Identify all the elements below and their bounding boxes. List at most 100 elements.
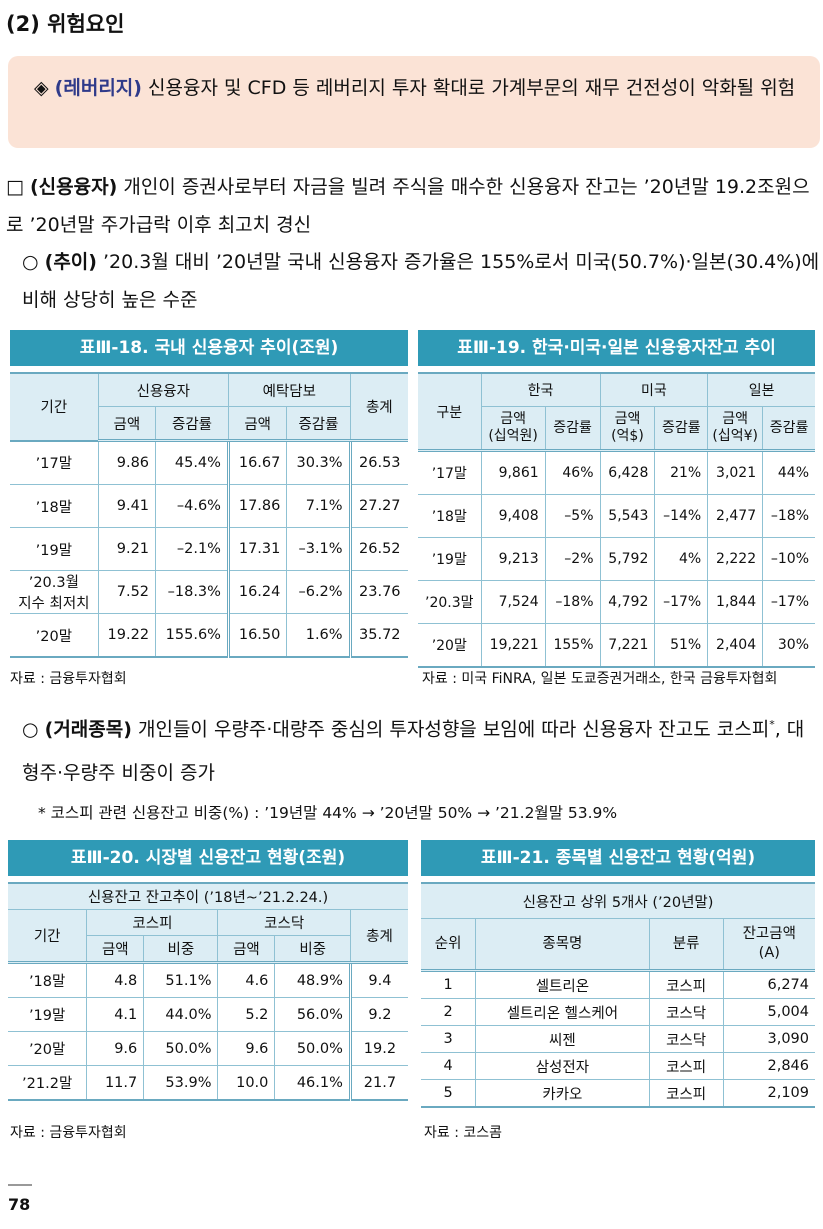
table-cell: 카카오 xyxy=(475,1079,650,1108)
table-cell: 26.53 xyxy=(348,439,408,485)
footnote: * 코스피 관련 신용잔고 비중(%) : ’19년말 44% → ’20년말 … xyxy=(38,804,618,822)
header: 신용융자 xyxy=(97,372,229,407)
page-number: 78 xyxy=(8,1195,31,1214)
table-cell: –2.1% xyxy=(155,527,229,571)
table-cell: 35.72 xyxy=(348,613,408,658)
table-cell: 46% xyxy=(544,449,601,495)
table-cell: 56.0% xyxy=(274,997,351,1032)
header: 금액 xyxy=(227,406,288,442)
table-cell: ’21.2말 xyxy=(8,1065,88,1101)
table-cell: 155% xyxy=(544,623,601,668)
label: (레버리지) xyxy=(54,77,142,99)
table-cell: 1 xyxy=(421,969,477,999)
sub-point: ○ (추이) ’20.3월 대비 ’20년말 국내 신용융자 증가율은 155%… xyxy=(22,243,820,319)
table-cell: 155.6% xyxy=(155,613,229,658)
table-cell: 16.50 xyxy=(226,613,288,658)
table-cell: 2,846 xyxy=(722,1052,815,1080)
table-row: ’19말 9.21 –2.1% 17.31 –3.1% 26.52 xyxy=(10,527,408,571)
header: 일본 xyxy=(707,372,815,407)
table: 신용잔고 상위 5개사 (’20년말) 순위 종목명 분류 잔고금액 (A) 1… xyxy=(421,882,815,1108)
table-cell: 7.1% xyxy=(286,484,351,528)
table-cell: 씨젠 xyxy=(475,1025,650,1053)
table-cell: ’18말 xyxy=(10,484,99,528)
table-cell: –10% xyxy=(762,537,815,581)
table-cell: 9.21 xyxy=(97,527,157,571)
callout: ◈ (레버리지) 신용융자 및 CFD 등 레버리지 투자 확대로 가계부문의 … xyxy=(34,70,804,106)
header: 기간 xyxy=(10,372,99,441)
table-cell: 21.7 xyxy=(348,1065,408,1101)
table-cell: 5,004 xyxy=(722,998,815,1026)
table-cell: ’19말 xyxy=(10,527,99,571)
table-cell: 21% xyxy=(654,449,709,495)
table-cell: 4.8 xyxy=(86,961,145,998)
table-title: 표Ⅲ-21. 종목별 신용잔고 현황(억원) xyxy=(421,840,815,876)
table-block: 표Ⅲ-21. 종목별 신용잔고 현황(억원) 신용잔고 상위 5개사 (’20년… xyxy=(421,840,815,1108)
table-cell: 19,221 xyxy=(480,623,546,668)
table-cell: 코스피 xyxy=(648,969,724,999)
table-block: 표Ⅲ-20. 시장별 신용잔고 현황(조원) 신용잔고 잔고추이 (’18년~’… xyxy=(8,840,408,1101)
header: 비중 xyxy=(143,935,219,964)
table-cell: 53.9% xyxy=(143,1065,219,1101)
table-block: 표Ⅲ-19. 한국·미국·일본 신용융자잔고 추이 구분 한국 미국 일본 금액… xyxy=(418,330,815,668)
header: 총계 xyxy=(349,909,408,964)
table-row: 5 카카오 코스피 2,109 xyxy=(421,1079,815,1108)
table-cell: ’20말 xyxy=(8,1031,88,1066)
label: (거래종목) xyxy=(44,718,132,741)
table-cell: 30% xyxy=(762,623,815,668)
table-row: ’18말 4.8 51.1% 4.6 48.9% 9.4 xyxy=(8,961,408,998)
header: 구분 xyxy=(418,372,482,452)
table-cell: 9.6 xyxy=(86,1031,145,1066)
table-cell: –2% xyxy=(544,537,601,581)
table-cell: –17% xyxy=(762,580,815,624)
table-cell: 1,844 xyxy=(707,580,764,624)
table-cell: 4% xyxy=(654,537,709,581)
table: 구분 한국 미국 일본 금액 (십억원) 증감률 금액 (억$) 증감률 금액 … xyxy=(418,372,815,668)
table: 기간 신용융자 예탁담보 총계 금액 증감률 금액 증감률 ’17말 9.86 45… xyxy=(10,372,408,658)
label: (추이) xyxy=(44,251,97,273)
table-cell: 3,090 xyxy=(722,1025,815,1053)
marker: ◈ xyxy=(34,77,49,99)
table-row: ’19말 9,213 –2% 5,792 4% 2,222 –10% xyxy=(418,537,815,581)
table-cell: –18.3% xyxy=(155,570,229,614)
table-cell: –18% xyxy=(762,494,815,538)
text: 신용융자 및 CFD 등 레버리지 투자 확대로 가계부문의 재무 건전성이 악… xyxy=(148,77,796,99)
table-cell: 16.67 xyxy=(226,439,288,485)
marker: ○ xyxy=(22,718,39,741)
table-cell: 3,021 xyxy=(707,449,764,495)
table-cell: ’18말 xyxy=(418,494,482,538)
table-cell: 코스피 xyxy=(648,1052,724,1080)
table-cell: 44% xyxy=(762,449,815,495)
table-cell: 2,222 xyxy=(707,537,764,581)
table-title: 표Ⅲ-18. 국내 신용융자 추이(조원) xyxy=(10,330,408,366)
table-row: 1 셀트리온 코스피 6,274 xyxy=(421,969,815,999)
table-cell: ’19말 xyxy=(418,537,482,581)
table-cell: ’20.3말 xyxy=(418,580,482,624)
table-cell: 9.41 xyxy=(97,484,157,528)
header: 금액 (억$) xyxy=(599,406,656,452)
table-cell: 삼성전자 xyxy=(475,1052,650,1080)
header: 금액 xyxy=(98,406,157,442)
table-cell: 4.6 xyxy=(217,961,276,998)
table-cell: –3.1% xyxy=(286,527,351,571)
table-cell: 19.22 xyxy=(97,613,157,658)
sub-point: ○ (거래종목) 개인들이 우량주·대량주 중심의 투자성향을 보임에 따라 신… xyxy=(22,703,820,795)
table-cell: 48.9% xyxy=(274,961,351,998)
table-cell: 5,792 xyxy=(599,537,656,581)
table: 신용잔고 잔고추이 (’18년~’21.2.24.) 기간 코스피 코스닥 총계… xyxy=(8,882,408,1101)
table-cell: ’19말 xyxy=(8,997,88,1032)
table-cell: 9,408 xyxy=(480,494,546,538)
table-row: ’18말 9,408 –5% 5,543 –14% 2,477 –18% xyxy=(418,494,815,538)
table-row: ’20.3말 7,524 –18% 4,792 –17% 1,844 –17% xyxy=(418,580,815,624)
table-row: 3 씨젠 코스닥 3,090 xyxy=(421,1025,815,1053)
table-cell: 코스닥 xyxy=(648,998,724,1026)
table-cell: 6,428 xyxy=(599,449,656,495)
table-row: ’17말 9,861 46% 6,428 21% 3,021 44% xyxy=(418,449,815,495)
table-cell: 50.0% xyxy=(274,1031,351,1066)
table-cell: 11.7 xyxy=(86,1065,145,1101)
header: 기간 xyxy=(8,909,88,964)
table-cell: 2,404 xyxy=(707,623,764,668)
header: 증감률 xyxy=(654,406,709,452)
table-cell: 3 xyxy=(421,1025,477,1053)
table-cell: ’20.3월 지수 최저치 xyxy=(10,570,99,614)
label: (신용융자) xyxy=(30,176,118,198)
